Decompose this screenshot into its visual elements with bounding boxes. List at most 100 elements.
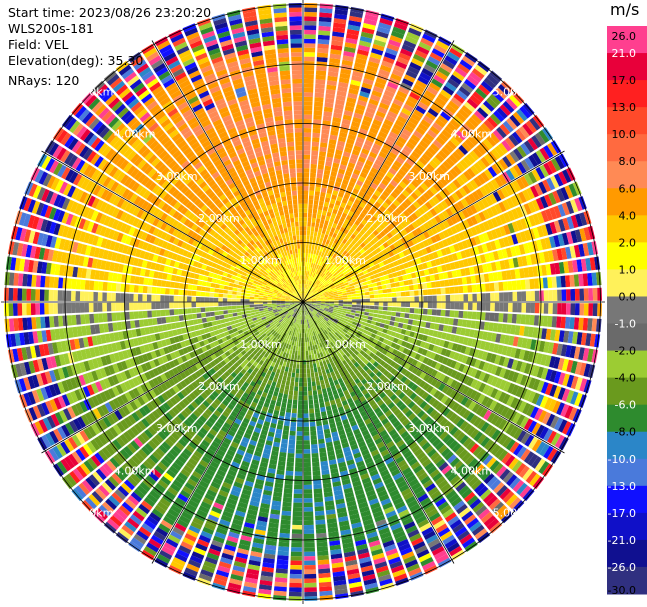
velocity-gate bbox=[289, 430, 296, 436]
velocity-gate bbox=[421, 391, 429, 400]
velocity-gate bbox=[472, 501, 485, 513]
velocity-gate bbox=[300, 346, 303, 352]
velocity-gate bbox=[587, 242, 594, 256]
velocity-gate bbox=[527, 326, 534, 338]
velocity-gate bbox=[346, 268, 352, 273]
velocity-gate bbox=[417, 263, 424, 271]
velocity-gate bbox=[345, 204, 352, 211]
velocity-gate bbox=[293, 489, 303, 494]
velocity-gate bbox=[314, 273, 318, 279]
velocity-gate bbox=[308, 291, 312, 296]
velocity-gate bbox=[506, 197, 515, 209]
velocity-gate bbox=[348, 221, 354, 227]
velocity-gate bbox=[370, 265, 377, 271]
velocity-gate bbox=[307, 303, 312, 306]
velocity-gate bbox=[382, 355, 389, 362]
velocity-gate bbox=[397, 322, 404, 329]
velocity-gate bbox=[394, 94, 406, 103]
velocity-gate bbox=[329, 317, 334, 322]
velocity-gate bbox=[421, 441, 431, 451]
velocity-gate bbox=[367, 316, 373, 321]
velocity-gate bbox=[318, 289, 323, 293]
velocity-gate bbox=[325, 323, 330, 328]
velocity-gate bbox=[454, 371, 462, 381]
velocity-gate bbox=[368, 287, 374, 292]
velocity-gate bbox=[563, 261, 570, 274]
velocity-gate bbox=[449, 181, 458, 192]
velocity-gate bbox=[462, 184, 471, 195]
velocity-gate bbox=[536, 239, 543, 251]
velocity-gate bbox=[333, 292, 338, 296]
velocity-gate bbox=[417, 333, 424, 341]
velocity-gate bbox=[415, 126, 426, 136]
velocity-gate bbox=[421, 276, 427, 283]
velocity-gate bbox=[320, 299, 326, 301]
velocity-gate bbox=[318, 438, 325, 444]
velocity-gate bbox=[321, 336, 326, 342]
velocity-gate bbox=[504, 137, 516, 149]
velocity-gate bbox=[466, 366, 474, 376]
velocity-gate bbox=[411, 359, 418, 367]
velocity-gate bbox=[345, 275, 351, 280]
velocity-gate bbox=[345, 240, 351, 247]
velocity-gate bbox=[316, 61, 328, 67]
velocity-gate bbox=[404, 285, 410, 291]
velocity-gate bbox=[374, 302, 379, 306]
velocity-gate bbox=[558, 330, 565, 343]
velocity-gate bbox=[428, 329, 434, 337]
velocity-gate bbox=[435, 281, 441, 288]
velocity-gate bbox=[390, 405, 399, 413]
velocity-gate bbox=[442, 508, 455, 519]
velocity-gate bbox=[438, 212, 446, 222]
velocity-gate bbox=[304, 29, 317, 35]
velocity-gate bbox=[545, 383, 553, 396]
velocity-gate bbox=[561, 388, 570, 402]
velocity-gate bbox=[309, 235, 314, 241]
velocity-gate bbox=[306, 295, 310, 299]
velocity-gate bbox=[360, 292, 366, 296]
velocity-gate bbox=[534, 290, 540, 301]
velocity-gate bbox=[442, 187, 451, 197]
velocity-gate bbox=[507, 281, 513, 291]
velocity-gate bbox=[515, 463, 527, 476]
velocity-gate bbox=[408, 137, 418, 147]
velocity-gate bbox=[307, 290, 311, 295]
velocity-gate bbox=[416, 198, 424, 206]
velocity-gate bbox=[488, 322, 494, 332]
velocity-gate bbox=[475, 320, 481, 330]
velocity-gate bbox=[462, 470, 473, 481]
velocity-gate bbox=[325, 259, 330, 265]
velocity-gate bbox=[324, 296, 330, 299]
velocity-gate bbox=[359, 289, 365, 293]
velocity-gate bbox=[390, 179, 398, 188]
velocity-gate bbox=[459, 434, 469, 445]
velocity-gate bbox=[342, 348, 348, 354]
velocity-gate bbox=[453, 93, 465, 104]
velocity-gate bbox=[329, 282, 334, 287]
velocity-gate bbox=[459, 59, 473, 71]
velocity-gate bbox=[569, 274, 575, 287]
velocity-gate bbox=[511, 234, 519, 245]
velocity-gate bbox=[320, 298, 326, 301]
velocity-gate bbox=[538, 129, 550, 143]
velocity-gate bbox=[418, 302, 424, 308]
velocity-gate bbox=[343, 369, 349, 376]
velocity-gate bbox=[303, 359, 306, 365]
velocity-gate bbox=[344, 326, 350, 331]
velocity-gate bbox=[370, 182, 378, 190]
velocity-gate bbox=[317, 246, 321, 251]
velocity-gate bbox=[392, 98, 404, 107]
velocity-gate bbox=[304, 569, 317, 575]
velocity-gate bbox=[453, 133, 464, 144]
velocity-gate bbox=[532, 266, 539, 277]
velocity-gate bbox=[499, 292, 504, 302]
velocity-gate bbox=[516, 108, 528, 122]
velocity-gate bbox=[396, 156, 405, 165]
velocity-gate bbox=[533, 278, 540, 289]
velocity-gate bbox=[502, 393, 511, 405]
velocity-gate bbox=[327, 311, 333, 315]
velocity-gate bbox=[318, 30, 331, 36]
velocity-gate bbox=[486, 457, 497, 469]
velocity-gate bbox=[379, 237, 386, 244]
velocity-gate bbox=[478, 371, 486, 382]
